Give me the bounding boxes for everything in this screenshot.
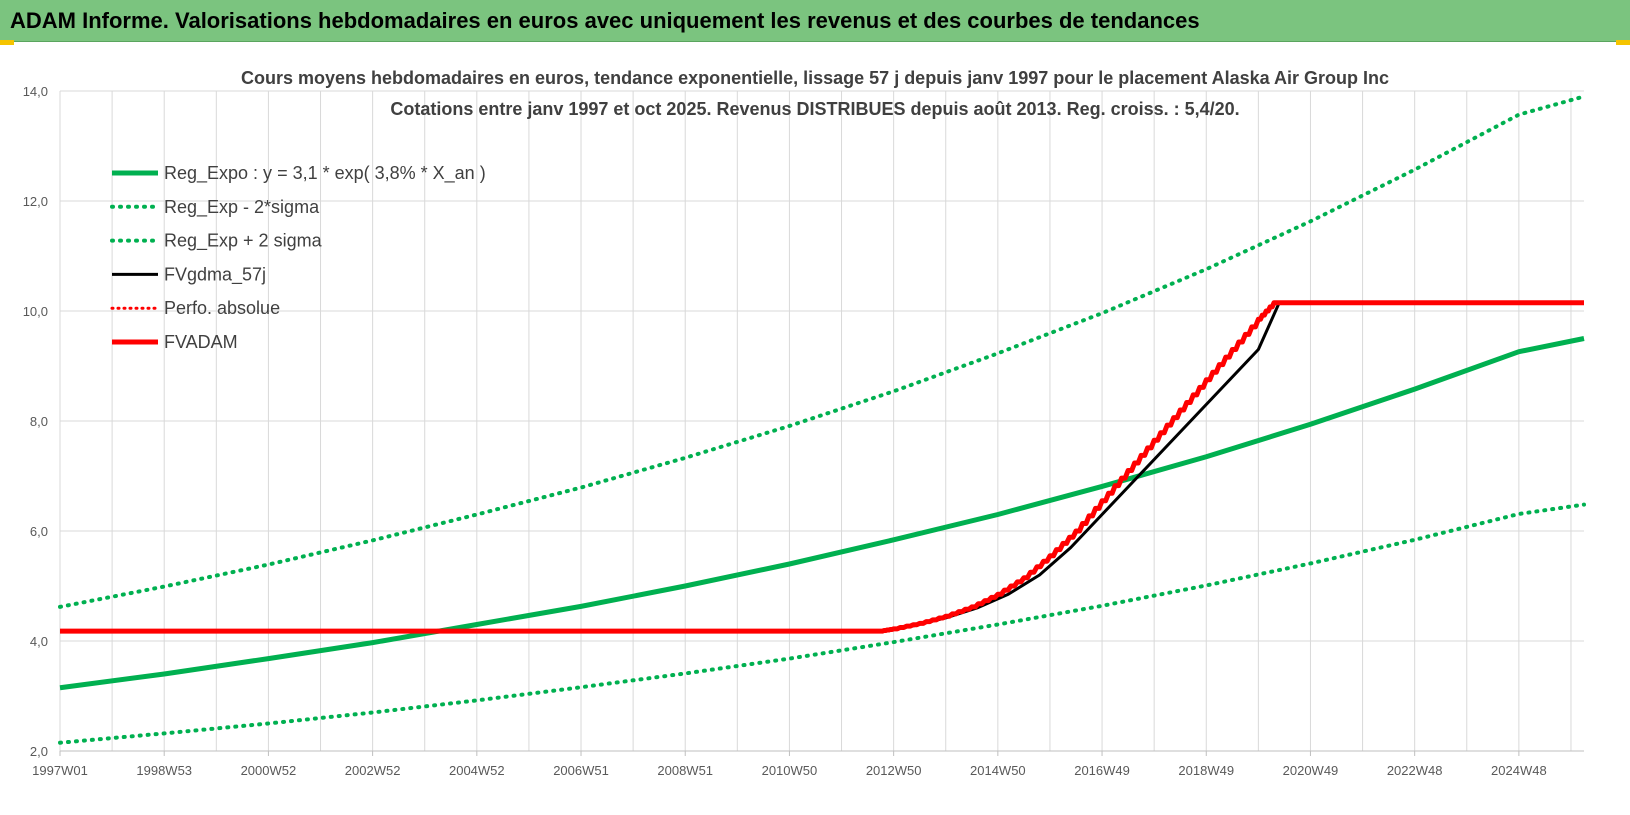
series-layer — [58, 94, 1586, 745]
x-tick-label: 1998W53 — [136, 763, 192, 778]
series-line-3 — [60, 301, 1584, 633]
x-tick-label: 2008W51 — [657, 763, 713, 778]
header-bar: ADAM Informe. Valorisations hebdomadaire… — [0, 0, 1630, 42]
x-tick-label: 2004W52 — [449, 763, 505, 778]
x-tick-label: 2014W50 — [970, 763, 1026, 778]
series-line-5 — [60, 300, 1584, 634]
series-line-0 — [59, 336, 1585, 691]
series-line-2 — [58, 94, 1586, 609]
legend-label: Reg_Exp - 2*sigma — [164, 197, 320, 218]
x-tick-label: 2016W49 — [1074, 763, 1130, 778]
legend-label: Reg_Exp + 2 sigma — [164, 231, 323, 252]
legend-label: FVgdma_57j — [164, 264, 266, 285]
corner-marker — [1616, 40, 1630, 45]
x-tick-label: 2006W51 — [553, 763, 609, 778]
header-title: ADAM Informe. Valorisations hebdomadaire… — [10, 8, 1200, 33]
legend-label: FVADAM — [164, 332, 238, 352]
x-tick-label: 2020W49 — [1283, 763, 1339, 778]
legend-label: Reg_Expo : y = 3,1 * exp( 3,8% * X_an ) — [164, 163, 486, 184]
x-tick-label: 2022W48 — [1387, 763, 1443, 778]
y-tick-label: 8,0 — [30, 414, 48, 429]
chart-title-line1: Cours moyens hebdomadaires en euros, ten… — [241, 68, 1389, 88]
y-tick-label: 4,0 — [30, 634, 48, 649]
y-axis: 2,0 4,0 6,0 8,0 10,0 12,0 14,0 — [23, 84, 48, 759]
x-tick-label: 2012W50 — [866, 763, 922, 778]
corner-marker — [0, 40, 14, 45]
y-tick-label: 10,0 — [23, 304, 48, 319]
y-tick-label: 14,0 — [23, 84, 48, 99]
x-axis: 1997W01 1998W53 2000W52 2002W52 2004W52 2006W… — [32, 751, 1547, 778]
x-tick-label: 2024W48 — [1491, 763, 1547, 778]
x-tick-label: 2000W52 — [241, 763, 297, 778]
legend-label: Perfo. absolue — [164, 298, 280, 318]
y-tick-label: 6,0 — [30, 524, 48, 539]
x-tick-label: 2010W50 — [762, 763, 818, 778]
chart: Cours moyens hebdomadaires en euros, ten… — [23, 68, 1586, 778]
x-tick-label: 1997W01 — [32, 763, 88, 778]
y-tick-label: 12,0 — [23, 194, 48, 209]
x-tick-label: 2018W49 — [1178, 763, 1234, 778]
series-line-1 — [58, 502, 1586, 745]
chart-title-line2: Cotations entre janv 1997 et oct 2025. R… — [390, 99, 1239, 119]
legend: Reg_Expo : y = 3,1 * exp( 3,8% * X_an ) R… — [110, 163, 486, 352]
x-tick-label: 2002W52 — [345, 763, 401, 778]
y-tick-label: 2,0 — [30, 744, 48, 759]
